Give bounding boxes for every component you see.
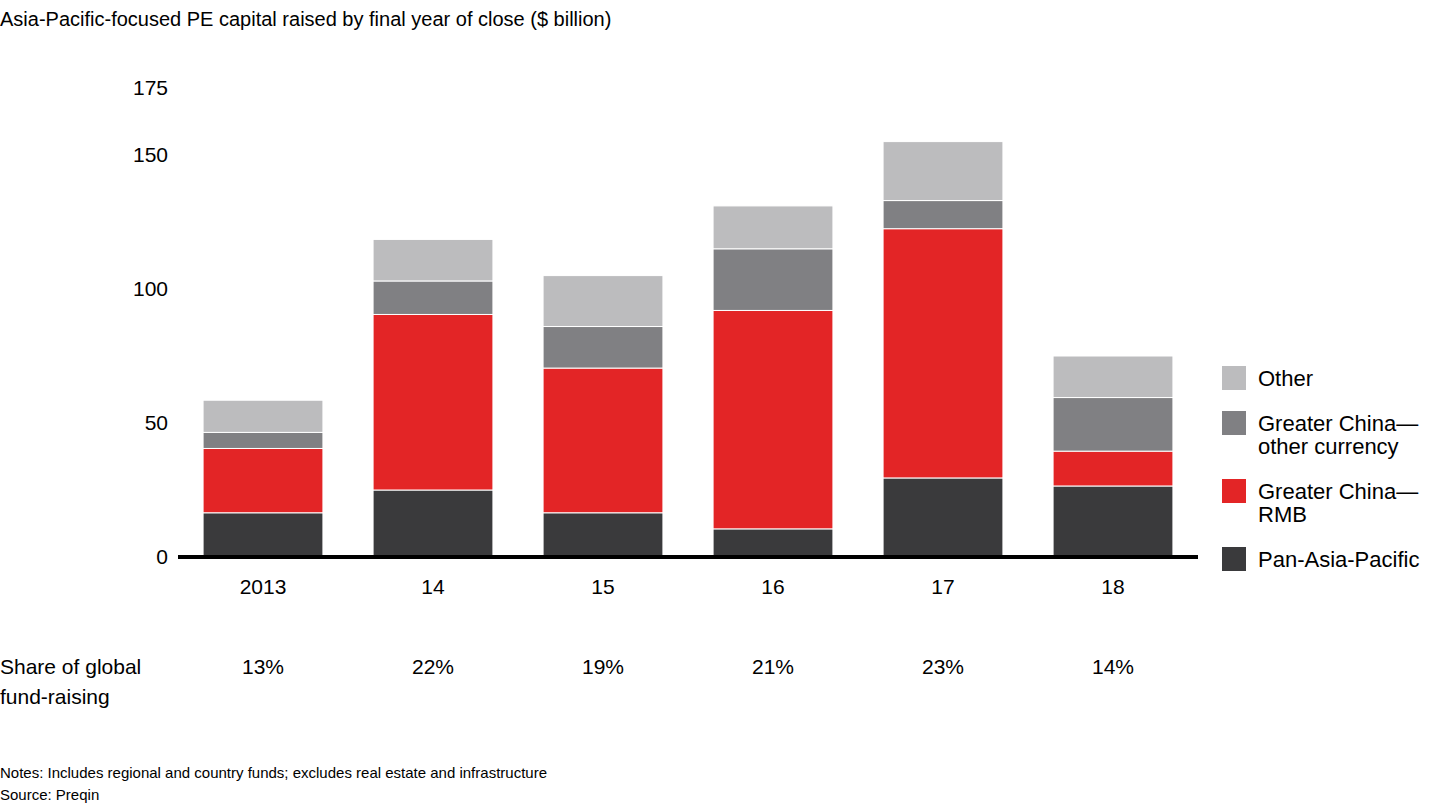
bar-segment — [203, 448, 323, 512]
x-tick-label: 18 — [1101, 575, 1124, 598]
row-label: Share of global — [0, 655, 141, 678]
bar-segment — [543, 327, 663, 369]
title: Asia-Pacific-focused PE capital raised b… — [0, 8, 611, 30]
bar-segment — [713, 529, 833, 557]
bar-segment — [1053, 356, 1173, 398]
y-tick-label: 150 — [133, 143, 168, 166]
bar-segment — [1053, 398, 1173, 452]
share-value: 21% — [752, 655, 794, 678]
bar-segment — [203, 400, 323, 432]
bar-segment — [883, 478, 1003, 557]
legend-label: Greater China—RMB — [1258, 479, 1418, 527]
bar-segment — [713, 249, 833, 311]
y-tick-label: 0 — [156, 545, 168, 568]
bar-segment — [543, 276, 663, 327]
bar-segment — [1053, 451, 1173, 486]
x-tick-label: 2013 — [240, 575, 287, 598]
x-tick-label: 16 — [761, 575, 784, 598]
source: Source: Preqin — [0, 786, 99, 803]
y-tick-label: 175 — [133, 76, 168, 99]
bar-segment — [373, 239, 493, 281]
x-tick-label: 14 — [421, 575, 445, 598]
legend: Other Greater China—other currency Greater… — [1222, 366, 1419, 572]
legend-label: Greater China—other currency — [1258, 411, 1418, 459]
bar-segment — [373, 314, 493, 490]
x-tick-label: 15 — [591, 575, 614, 598]
legend-label: Other — [1258, 366, 1313, 391]
share-value: 23% — [922, 655, 964, 678]
legend-swatch — [1222, 479, 1246, 503]
bar-segment — [373, 490, 493, 557]
bar-segment — [713, 206, 833, 249]
share-value: 13% — [242, 655, 284, 678]
share-value: 22% — [412, 655, 454, 678]
bar-segment — [713, 310, 833, 528]
legend-swatch — [1222, 547, 1246, 571]
row-label: fund-raising — [0, 685, 110, 708]
bar-segment — [543, 513, 663, 557]
bar-segment — [883, 229, 1003, 478]
bar-segment — [373, 281, 493, 315]
legend-swatch — [1222, 366, 1246, 390]
bar-segment — [883, 201, 1003, 229]
bar-segment — [203, 513, 323, 557]
notes: Notes: Includes regional and country fun… — [0, 764, 547, 781]
bar-segment — [1053, 486, 1173, 557]
legend-label: Pan-Asia-Pacific — [1258, 547, 1419, 572]
x-tick-label: 17 — [931, 575, 954, 598]
bar-segment — [883, 142, 1003, 201]
share-value: 19% — [582, 655, 624, 678]
bar-segment — [203, 432, 323, 448]
chart: Asia-Pacific-focused PE capital raised b… — [0, 0, 1440, 810]
share-value: 14% — [1092, 655, 1134, 678]
bar-segment — [543, 368, 663, 513]
y-tick-label: 50 — [145, 411, 168, 434]
y-tick-label: 100 — [133, 277, 168, 300]
bars — [203, 142, 1173, 557]
legend-swatch — [1222, 411, 1246, 435]
x-axis-line — [178, 555, 1198, 559]
